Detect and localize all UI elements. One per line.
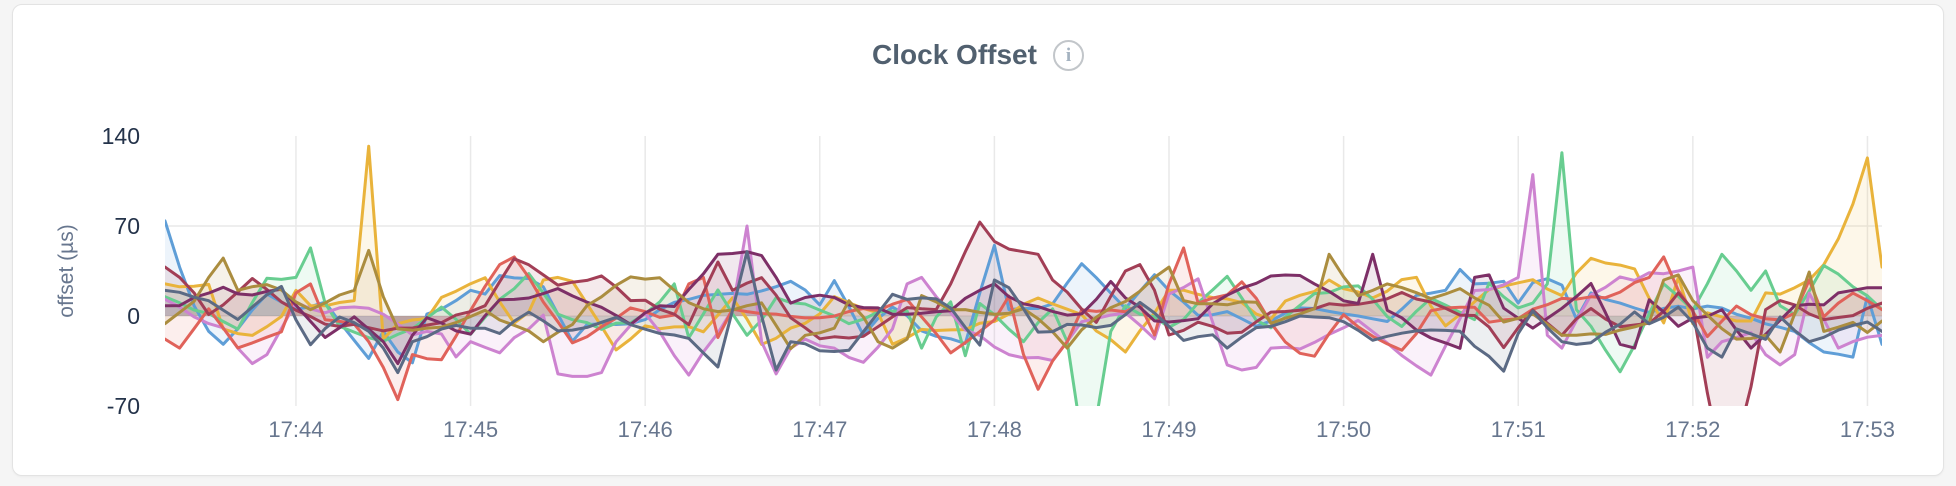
y-tick-label: 70 — [114, 213, 140, 239]
x-tick-label: 17:52 — [1665, 417, 1720, 442]
series-area-red — [165, 247, 1882, 400]
chart-title: Clock Offset — [872, 39, 1037, 70]
x-tick-label: 17:48 — [967, 417, 1022, 442]
grid — [165, 136, 1882, 406]
series-line-plum — [165, 250, 1882, 366]
x-tick-label: 17:49 — [1141, 417, 1196, 442]
chart-card: Clock Offset i 140 70 0 -70 17:44 17:45 17:46 1… — [12, 4, 1944, 476]
y-tick-label: -70 — [107, 393, 140, 419]
x-tick-label: 17:53 — [1840, 417, 1895, 442]
y-tick-label: 0 — [127, 303, 140, 329]
series-plot — [165, 144, 1882, 406]
series-line-red — [165, 246, 1882, 402]
axis-labels: 140 70 0 -70 17:44 17:45 17:46 17:47 17:48 17:49 1… — [55, 123, 1895, 442]
clock-offset-chart: 140 70 0 -70 17:44 17:45 17:46 17:47 17:48 17:49 1… — [55, 123, 1895, 442]
x-tick-label: 17:46 — [618, 417, 673, 442]
info-icon[interactable]: i — [1052, 39, 1084, 71]
series-area-slate — [165, 251, 1882, 373]
series-line-maroon — [165, 220, 1882, 406]
x-tick-label: 17:51 — [1491, 417, 1546, 442]
y-axis-title: offset (µs) — [55, 224, 78, 317]
x-tick-label: 17:47 — [792, 417, 847, 442]
chart-header: Clock Offset i — [13, 39, 1943, 71]
series-line-slate — [165, 250, 1882, 375]
x-tick-label: 17:45 — [443, 417, 498, 442]
x-tick-label: 17:44 — [268, 417, 323, 442]
series-area-maroon — [165, 222, 1882, 406]
x-tick-label: 17:50 — [1316, 417, 1371, 442]
y-tick-label: 140 — [102, 123, 140, 149]
